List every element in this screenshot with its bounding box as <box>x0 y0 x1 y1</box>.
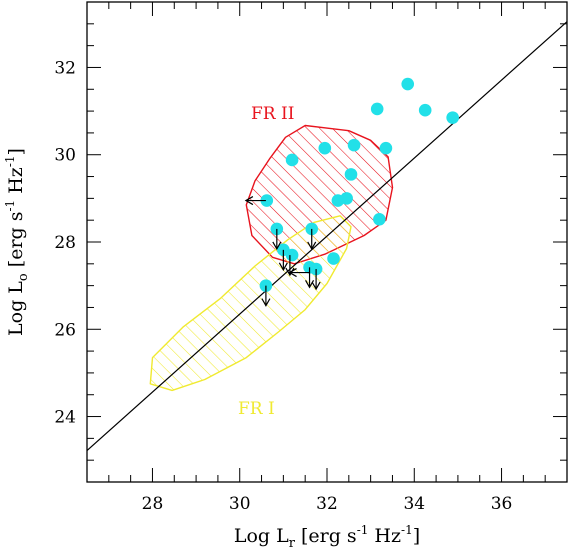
fit-line <box>87 21 567 452</box>
arrow-head <box>311 281 321 291</box>
arrow-head <box>244 196 254 206</box>
y-tick-label: 32 <box>54 58 76 78</box>
fit-layer <box>87 21 567 452</box>
data-point <box>318 141 332 155</box>
x-tick-label: 36 <box>491 494 513 514</box>
points-layer <box>259 77 459 292</box>
data-point <box>379 141 393 155</box>
upper-limit-arrow <box>288 268 310 278</box>
data-point <box>340 192 353 205</box>
x-tick-label: 32 <box>316 494 338 514</box>
upper-limit-arrow <box>311 269 321 291</box>
data-point <box>347 138 361 152</box>
x-axis-title: Log Lr [erg s-1 Hz-1] <box>234 523 420 551</box>
arrow-head <box>278 262 288 272</box>
y-tick-label: 30 <box>54 146 76 166</box>
data-point <box>373 213 386 226</box>
upper-limit-arrow <box>278 249 288 272</box>
arrow-head <box>307 241 317 251</box>
region-label-fr2: FR II <box>251 104 294 124</box>
y-tick-label: 24 <box>54 408 76 428</box>
ticks-layer: 28 30 32 34 36 24 26 28 30 32 <box>54 1 568 514</box>
data-point <box>370 102 384 116</box>
upper-limit-arrow <box>307 228 317 251</box>
x-tick-label: 30 <box>229 494 251 514</box>
data-point <box>285 153 299 167</box>
upper-limit-arrow <box>272 228 282 251</box>
arrow-head <box>288 268 297 278</box>
upper-limit-arrow <box>261 285 271 307</box>
regions-layer <box>149 124 394 392</box>
data-point <box>446 111 459 124</box>
arrow-head <box>261 298 271 307</box>
y-tick-label: 28 <box>54 233 76 253</box>
x-tick-label: 28 <box>142 494 164 514</box>
arrows-layer <box>244 196 321 307</box>
x-tick-label: 34 <box>403 494 425 514</box>
data-point <box>327 252 340 265</box>
data-point <box>260 194 274 207</box>
region-label-fr1: FR I <box>238 399 275 419</box>
data-point <box>344 168 358 181</box>
data-point <box>401 77 415 91</box>
y-axis-title: Log Lo [erg s-1 Hz-1] <box>3 148 31 336</box>
y-tick-label: 26 <box>54 320 76 340</box>
upper-limit-arrow <box>244 196 266 206</box>
data-point <box>285 248 299 262</box>
arrow-head <box>272 241 282 251</box>
data-point <box>418 103 432 117</box>
